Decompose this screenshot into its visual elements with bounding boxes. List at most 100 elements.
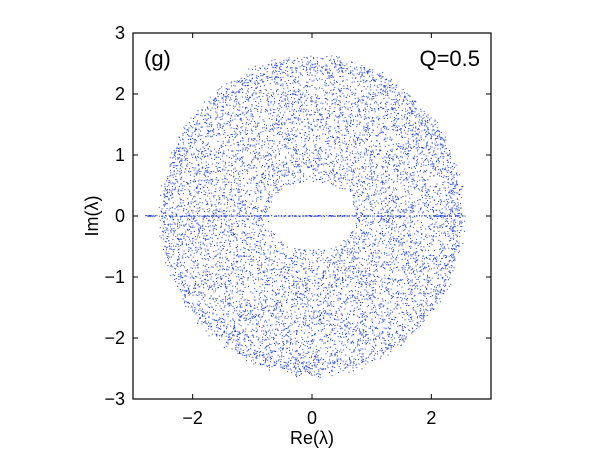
data-point bbox=[346, 168, 348, 170]
data-point bbox=[257, 236, 259, 237]
data-point bbox=[363, 79, 365, 81]
data-point bbox=[432, 240, 434, 242]
data-point bbox=[202, 119, 204, 121]
data-point bbox=[196, 259, 198, 261]
data-point bbox=[204, 122, 206, 124]
data-point bbox=[195, 187, 197, 188]
data-point bbox=[237, 290, 239, 292]
data-point bbox=[232, 335, 234, 337]
data-point bbox=[325, 162, 327, 164]
data-point bbox=[296, 280, 298, 282]
data-point bbox=[304, 258, 306, 260]
data-point bbox=[222, 257, 224, 259]
data-point bbox=[435, 293, 437, 295]
data-point bbox=[243, 189, 245, 191]
data-point bbox=[364, 318, 366, 320]
data-point bbox=[365, 283, 367, 285]
data-point bbox=[256, 183, 258, 185]
data-point bbox=[230, 190, 232, 192]
data-point bbox=[214, 212, 216, 214]
data-point bbox=[172, 230, 174, 232]
data-point bbox=[267, 330, 269, 332]
data-point bbox=[396, 331, 398, 333]
data-point bbox=[246, 150, 248, 152]
data-point bbox=[210, 278, 212, 280]
data-point bbox=[354, 258, 356, 260]
data-point bbox=[331, 254, 333, 256]
data-point bbox=[423, 311, 425, 313]
data-point bbox=[386, 78, 388, 80]
data-point bbox=[184, 275, 186, 277]
data-point bbox=[421, 315, 423, 317]
data-point bbox=[225, 345, 227, 347]
data-point bbox=[202, 202, 204, 204]
data-point bbox=[327, 72, 329, 74]
data-point bbox=[346, 130, 348, 132]
data-point bbox=[376, 165, 378, 167]
data-point bbox=[410, 212, 412, 214]
data-point bbox=[368, 238, 370, 240]
data-point bbox=[185, 301, 187, 303]
data-point bbox=[205, 322, 207, 324]
data-point bbox=[213, 225, 215, 227]
data-point bbox=[386, 254, 388, 256]
data-point bbox=[238, 202, 240, 204]
data-point bbox=[403, 146, 405, 148]
data-point bbox=[387, 91, 389, 93]
data-point bbox=[256, 306, 258, 308]
data-point bbox=[442, 255, 444, 257]
data-point bbox=[439, 225, 441, 227]
data-point bbox=[302, 153, 304, 155]
data-point bbox=[340, 129, 342, 131]
data-point bbox=[183, 156, 185, 158]
data-point bbox=[262, 307, 264, 309]
data-point bbox=[242, 123, 244, 125]
data-point bbox=[177, 165, 179, 167]
data-point bbox=[213, 131, 215, 133]
data-point bbox=[300, 108, 302, 110]
data-point bbox=[411, 204, 413, 206]
data-point bbox=[211, 157, 213, 159]
data-point bbox=[407, 152, 409, 154]
data-point bbox=[434, 147, 436, 149]
data-point bbox=[443, 139, 445, 141]
data-point bbox=[391, 125, 393, 127]
data-point bbox=[349, 291, 351, 293]
data-point bbox=[442, 152, 444, 154]
data-point bbox=[360, 156, 362, 158]
data-point bbox=[321, 322, 323, 324]
data-point bbox=[329, 75, 331, 77]
data-point bbox=[389, 278, 391, 280]
data-point bbox=[357, 327, 359, 329]
data-point bbox=[421, 157, 423, 159]
data-point bbox=[444, 263, 446, 265]
data-point bbox=[405, 252, 407, 254]
data-point bbox=[190, 231, 192, 233]
data-point bbox=[205, 278, 207, 280]
data-point bbox=[407, 190, 409, 192]
data-point bbox=[240, 237, 242, 239]
data-point bbox=[271, 194, 273, 196]
data-point bbox=[445, 187, 447, 189]
data-point bbox=[324, 108, 326, 110]
data-point bbox=[212, 280, 214, 282]
data-point bbox=[323, 287, 325, 289]
data-point bbox=[306, 91, 308, 93]
data-point bbox=[304, 119, 306, 121]
data-point bbox=[422, 315, 424, 317]
data-point bbox=[449, 191, 451, 193]
data-point bbox=[411, 113, 413, 115]
data-point bbox=[406, 305, 408, 307]
data-point bbox=[419, 171, 421, 173]
data-point bbox=[390, 318, 392, 320]
data-point bbox=[409, 143, 411, 145]
data-point bbox=[246, 111, 248, 113]
data-point bbox=[251, 87, 253, 89]
data-point bbox=[304, 143, 306, 145]
data-point bbox=[454, 251, 456, 253]
data-point bbox=[296, 375, 298, 377]
data-point bbox=[222, 160, 224, 162]
data-point bbox=[325, 64, 327, 66]
data-point bbox=[248, 300, 250, 302]
data-point bbox=[344, 324, 346, 326]
